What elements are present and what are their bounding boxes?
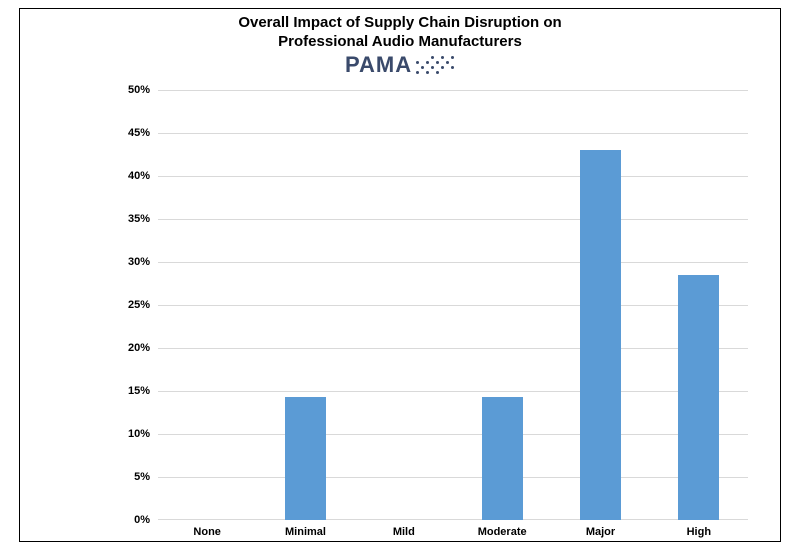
gridline	[158, 176, 748, 177]
x-tick-label: High	[687, 520, 711, 538]
y-tick-label: 10%	[128, 428, 158, 440]
y-tick-label: 45%	[128, 127, 158, 139]
x-tick-label: Major	[586, 520, 615, 538]
gridline	[158, 477, 748, 478]
bar	[285, 397, 326, 520]
logo-dots-icon	[416, 56, 454, 74]
x-tick-label: Moderate	[478, 520, 527, 538]
y-tick-label: 35%	[128, 213, 158, 225]
y-tick-label: 0%	[134, 514, 158, 526]
y-tick-label: 15%	[128, 385, 158, 397]
x-tick-label: Minimal	[285, 520, 326, 538]
bar	[678, 275, 719, 520]
bar	[580, 150, 621, 520]
gridline	[158, 305, 748, 306]
logo-text: PAMA	[345, 52, 412, 78]
y-tick-label: 20%	[128, 342, 158, 354]
gridline	[158, 348, 748, 349]
gridline	[158, 90, 748, 91]
gridline	[158, 262, 748, 263]
title-line-1: Overall Impact of Supply Chain Disruptio…	[19, 14, 781, 33]
x-axis-line	[158, 519, 748, 520]
plot-area: 0%5%10%15%20%25%30%35%40%45%50%NoneMinim…	[158, 90, 748, 520]
y-tick-label: 30%	[128, 256, 158, 268]
y-tick-label: 5%	[134, 471, 158, 483]
gridline	[158, 133, 748, 134]
gridline	[158, 434, 748, 435]
gridline	[158, 219, 748, 220]
gridline	[158, 391, 748, 392]
x-tick-label: None	[193, 520, 221, 538]
y-tick-label: 50%	[128, 84, 158, 96]
pama-logo: PAMA	[345, 52, 454, 78]
x-tick-label: Mild	[393, 520, 415, 538]
y-tick-label: 25%	[128, 299, 158, 311]
chart-title: Overall Impact of Supply Chain Disruptio…	[19, 14, 781, 52]
bar	[482, 397, 523, 520]
title-line-2: Professional Audio Manufacturers	[19, 33, 781, 52]
y-tick-label: 40%	[128, 170, 158, 182]
